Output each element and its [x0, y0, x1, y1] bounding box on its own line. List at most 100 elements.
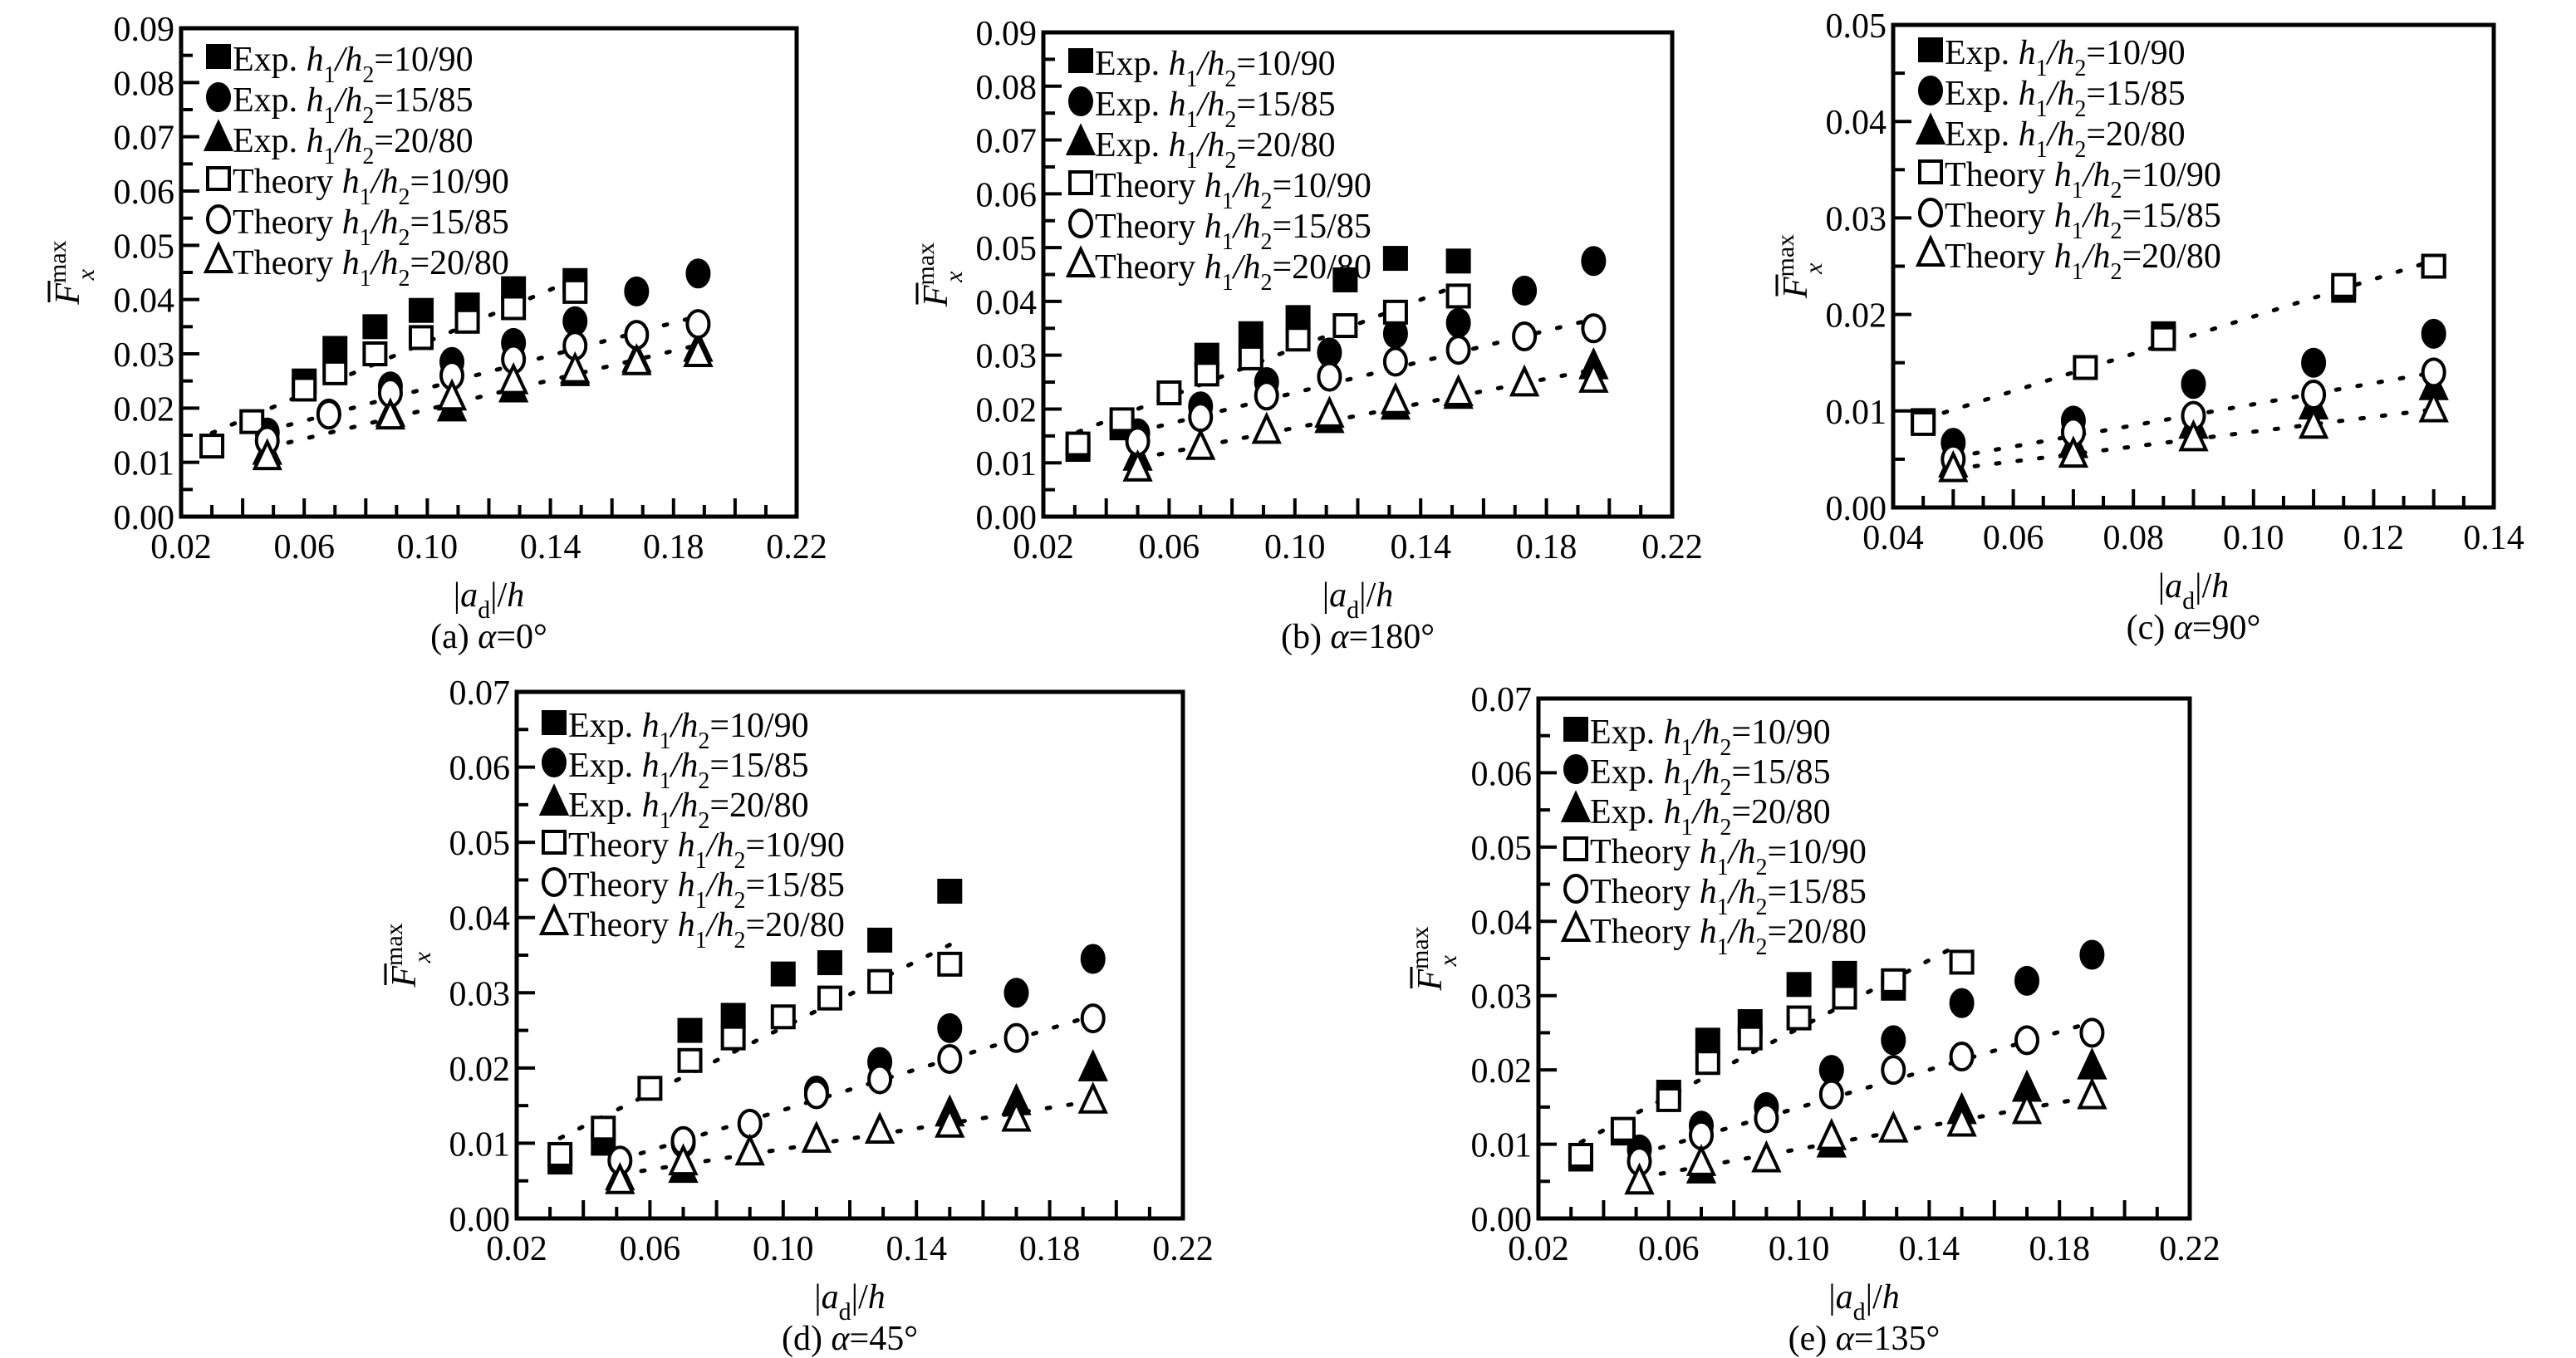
legend-label: Theory h1/h2=10/90 — [1945, 156, 2221, 203]
series-circle-open — [254, 309, 711, 456]
data-point-square-open — [1786, 1005, 1812, 1031]
legend-marker-triangle-filled — [1560, 790, 1592, 822]
data-point-circle-open — [1003, 1022, 1029, 1053]
data-point-triangle-open — [1185, 428, 1216, 460]
data-point-triangle-open — [1251, 411, 1282, 444]
y-tick-label: 0.04 — [449, 900, 511, 939]
data-point-circle-open — [1754, 1103, 1779, 1134]
data-point-triangle-open — [1122, 449, 1153, 482]
legend-item: Exp. h1/h2=10/90 — [542, 707, 809, 754]
data-point-triangle-open — [252, 438, 282, 471]
y-tick-label: 0.01 — [1471, 1127, 1533, 1165]
series-square-open — [1568, 949, 1975, 1168]
legend-marker-circle-filled — [206, 82, 231, 112]
data-point-square-open — [501, 295, 527, 321]
x-tick-label: 0.10 — [2223, 519, 2284, 557]
legend-marker-square-filled — [1918, 37, 1943, 62]
data-point-triangle-open — [375, 397, 406, 430]
legend-marker-square-open — [1918, 159, 1943, 184]
y-tick-label: 0.05 — [449, 825, 511, 863]
data-point-square-open — [408, 325, 434, 351]
y-tick-label: 0.02 — [449, 1051, 511, 1089]
data-point-square-open — [2331, 272, 2357, 298]
legend-item: Theory h1/h2=10/90 — [1918, 156, 2221, 203]
y-tick-label: 0.06 — [976, 176, 1038, 214]
series-circle-open — [1125, 313, 1607, 457]
data-point-square-open — [1911, 410, 1936, 436]
legend-item: Theory h1/h2=15/85 — [1918, 197, 2221, 244]
legend-label: Exp. h1/h2=20/80 — [1095, 126, 1336, 174]
legend-item: Exp. h1/h2=20/80 — [1560, 790, 1831, 841]
data-point-circle-filled — [2079, 939, 2105, 970]
legend-marker-square-filled — [1068, 48, 1093, 73]
data-point-triangle-open — [560, 351, 591, 384]
x-tick-label: 0.14 — [1899, 1230, 1960, 1268]
legend-label: Exp. h1/h2=15/85 — [1095, 86, 1336, 133]
y-axis-label: Fmaxx — [1406, 926, 1462, 991]
data-point-circle-open — [685, 309, 711, 340]
legend-marker-triangle-filled — [203, 119, 234, 151]
data-point-triangle-open — [498, 361, 529, 395]
data-point-triangle-open — [1578, 360, 1609, 393]
data-point-triangle-open — [1001, 1099, 1032, 1132]
data-point-circle-open — [1317, 361, 1342, 392]
data-point-triangle-open — [605, 1162, 635, 1194]
legend-label: Theory h1/h2=10/90 — [1590, 833, 1867, 880]
y-tick-label: 0.08 — [114, 65, 175, 103]
data-point-square-open — [1568, 1142, 1593, 1168]
data-point-square-open — [1737, 1025, 1763, 1051]
data-point-triangle-open — [683, 335, 714, 367]
legend-item: Theory h1/h2=15/85 — [1563, 873, 1867, 920]
data-point-triangle-open — [2011, 1091, 2043, 1125]
legend-label: Theory h1/h2=10/90 — [568, 826, 845, 874]
series-triangle-open — [1624, 1076, 2107, 1195]
data-point-circle-filled — [1818, 1055, 1844, 1086]
data-point-circle-open — [316, 400, 341, 430]
data-point-square-filled — [1832, 960, 1857, 986]
y-tick-label: 0.06 — [1471, 755, 1533, 793]
data-point-circle-filled — [2301, 347, 2327, 378]
y-tick-label: 0.03 — [449, 975, 511, 1013]
legend-label: Theory h1/h2=20/80 — [568, 906, 845, 954]
y-axis-title: Fmaxx — [1772, 234, 1828, 299]
data-point-triangle-open — [1685, 1144, 1717, 1176]
data-point-triangle-filled — [1077, 1049, 1108, 1081]
legend-label: Theory h1/h2=20/80 — [1095, 248, 1371, 296]
legend-marker-circle-filled — [1068, 86, 1093, 116]
legend-marker-triangle-filled — [1065, 123, 1097, 155]
data-point-square-open — [1194, 361, 1219, 387]
legend-item: Exp. h1/h2=10/90 — [206, 41, 473, 88]
y-tick-label: 0.00 — [449, 1201, 511, 1239]
legend-item: Exp. h1/h2=10/90 — [1068, 45, 1336, 92]
data-point-triangle-open — [1938, 449, 1969, 483]
legend-item: Theory h1/h2=10/90 — [1068, 167, 1371, 214]
data-point-square-open — [1881, 968, 1906, 993]
x-tick-label: 0.04 — [1862, 519, 1924, 557]
y-tick-label: 0.05 — [976, 230, 1038, 268]
data-point-circle-filled — [562, 306, 588, 336]
data-point-circle-open — [1254, 380, 1279, 411]
data-point-triangle-open — [1816, 1117, 1847, 1150]
y-tick-label: 0.00 — [1826, 490, 1887, 528]
y-tick-label: 0.01 — [114, 445, 175, 483]
data-point-square-open — [454, 308, 480, 334]
x-axis-title: |ad|/h — [454, 576, 525, 624]
data-point-triangle-filled — [2077, 1047, 2107, 1080]
panel-caption: (d) α=45° — [782, 1320, 918, 1358]
data-point-square-open — [1695, 1050, 1720, 1076]
legend-label: Theory h1/h2=15/85 — [1590, 873, 1867, 920]
y-axis-title: Fmaxx — [44, 240, 100, 305]
legend-label: Exp. h1/h2=15/85 — [568, 747, 809, 794]
legend-item: Theory h1/h2=20/80 — [1915, 234, 2221, 285]
x-tick-label: 0.10 — [397, 528, 459, 566]
legend-label: Theory h1/h2=10/90 — [1095, 167, 1371, 214]
y-tick-label: 0.06 — [449, 750, 511, 788]
legend-marker-circle-filled — [542, 748, 567, 777]
y-tick-label: 0.08 — [976, 69, 1038, 107]
y-axis-label: Fmaxx — [380, 923, 436, 988]
y-axis-label: Fmaxx — [44, 240, 100, 305]
legend-label: Exp. h1/h2=10/90 — [233, 41, 473, 88]
data-point-square-open — [2151, 326, 2176, 351]
data-point-square-filled — [867, 927, 893, 953]
